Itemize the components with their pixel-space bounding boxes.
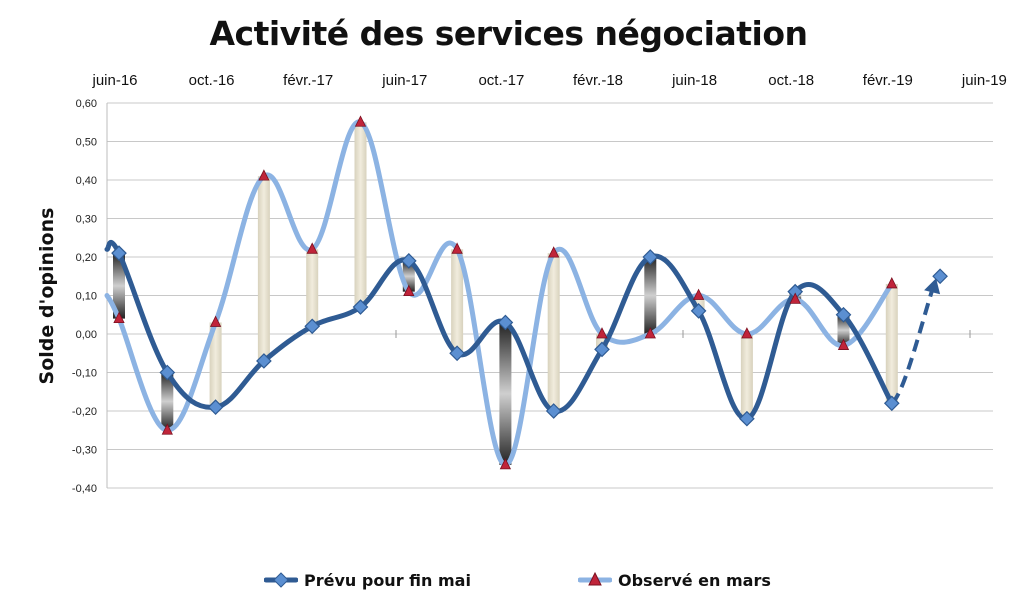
y-tick-label: -0,30	[72, 445, 97, 457]
gap-bar	[547, 253, 560, 411]
observed-point	[499, 458, 512, 470]
y-tick-label: -0,20	[72, 406, 97, 418]
y-tick-label: 0,30	[76, 214, 97, 226]
legend-forecast-label: Prévu pour fin mai	[304, 570, 471, 590]
x-axis-tick-labels: juin-16 oct.-16 févr.-17 juin-17 oct.-17 févr…	[91, 72, 1006, 89]
y-tick-label: 0,50	[76, 137, 97, 149]
series-lines	[104, 119, 941, 468]
forecast-point	[304, 318, 321, 335]
legend-observed-label: Observé en mars	[618, 570, 771, 590]
observed-point	[741, 327, 753, 339]
forecast-point	[497, 314, 514, 331]
gap-bar	[499, 322, 512, 465]
forecast-point	[690, 303, 707, 319]
forecast-point	[256, 353, 272, 369]
gap-bars	[113, 122, 898, 465]
y-tick-label: 0,60	[76, 98, 97, 110]
gap-bar	[257, 176, 270, 361]
gap-bar	[740, 334, 753, 419]
forecast-point	[642, 249, 659, 265]
observed-point	[258, 169, 270, 181]
legend-forecast-icon	[264, 572, 298, 588]
x-tick-label: juin-16	[91, 72, 137, 89]
gap-bar	[209, 322, 222, 408]
forecast-point	[207, 399, 224, 415]
y-axis-label: Solde d'opinions	[36, 208, 58, 385]
y-tick-label: -0,10	[72, 368, 97, 380]
forecast-projected-point	[932, 268, 948, 285]
observed-point	[644, 327, 656, 339]
observed-point	[886, 277, 898, 289]
observed-point	[837, 338, 850, 350]
gap-bar	[644, 257, 657, 334]
x-tick-label: juin-19	[961, 72, 1007, 89]
x-tick-label: févr.-18	[573, 72, 623, 89]
gap-bar	[161, 372, 174, 431]
observed-point	[548, 246, 560, 258]
x-tick-label: juin-17	[381, 72, 427, 89]
x-tick-label: févr.-17	[283, 72, 333, 89]
forecast-point	[835, 306, 852, 323]
forecast-point	[400, 253, 417, 269]
chart-title: Activité des services négociation	[209, 14, 808, 53]
observed-point	[113, 311, 125, 324]
forecast-point	[545, 403, 562, 419]
x-tick-label: oct.-17	[478, 72, 524, 89]
y-tick-label: 0,40	[76, 175, 97, 187]
y-axis-tick-labels: -0,40 -0,30 -0,20 -0,10 0,00 0,10 0,20 0,30 0,40…	[72, 98, 97, 495]
gap-bar	[113, 253, 125, 319]
y-tick-label: -0,40	[72, 483, 97, 495]
x-tick-label: févr.-19	[863, 72, 913, 89]
forecast-point	[594, 341, 610, 358]
gap-bar	[885, 283, 898, 404]
y-tick-label: 0,20	[76, 252, 97, 264]
forecast-point	[159, 364, 176, 381]
x-tick-label: oct.-18	[768, 72, 814, 89]
observed-point	[596, 327, 608, 339]
forecast-point	[111, 245, 127, 261]
observed-point	[209, 315, 222, 327]
observed-point	[306, 242, 318, 254]
gap-bar	[306, 249, 319, 327]
forecast-point	[352, 299, 369, 315]
gap-bar	[354, 122, 367, 308]
forecast-arrowhead	[924, 278, 941, 295]
legend-item-forecast: Prévu pour fin mai	[264, 565, 471, 595]
line-chart: -0,40 -0,30 -0,20 -0,10 0,00 0,10 0,20 0,30 0,40…	[36, 72, 1007, 495]
observed-point	[451, 242, 463, 254]
observed-point	[161, 423, 173, 435]
series-markers	[111, 115, 948, 470]
y-tick-label: 0,00	[76, 329, 97, 341]
observed-point	[403, 284, 415, 297]
y-tick-label: 0,10	[76, 291, 97, 303]
legend-observed-icon	[578, 571, 612, 586]
x-tick-label: juin-18	[671, 72, 717, 89]
gap-bar	[451, 249, 464, 354]
observed-point	[354, 115, 367, 127]
forecast-point	[739, 410, 755, 427]
forecast-point	[883, 395, 900, 412]
legend-item-observed: Observé en mars	[578, 565, 771, 595]
forecast-extension-line	[890, 289, 935, 405]
observed-point	[789, 292, 801, 304]
observed-point	[692, 288, 705, 300]
forecast-point	[449, 345, 465, 362]
x-tick-label: oct.-16	[189, 72, 235, 89]
